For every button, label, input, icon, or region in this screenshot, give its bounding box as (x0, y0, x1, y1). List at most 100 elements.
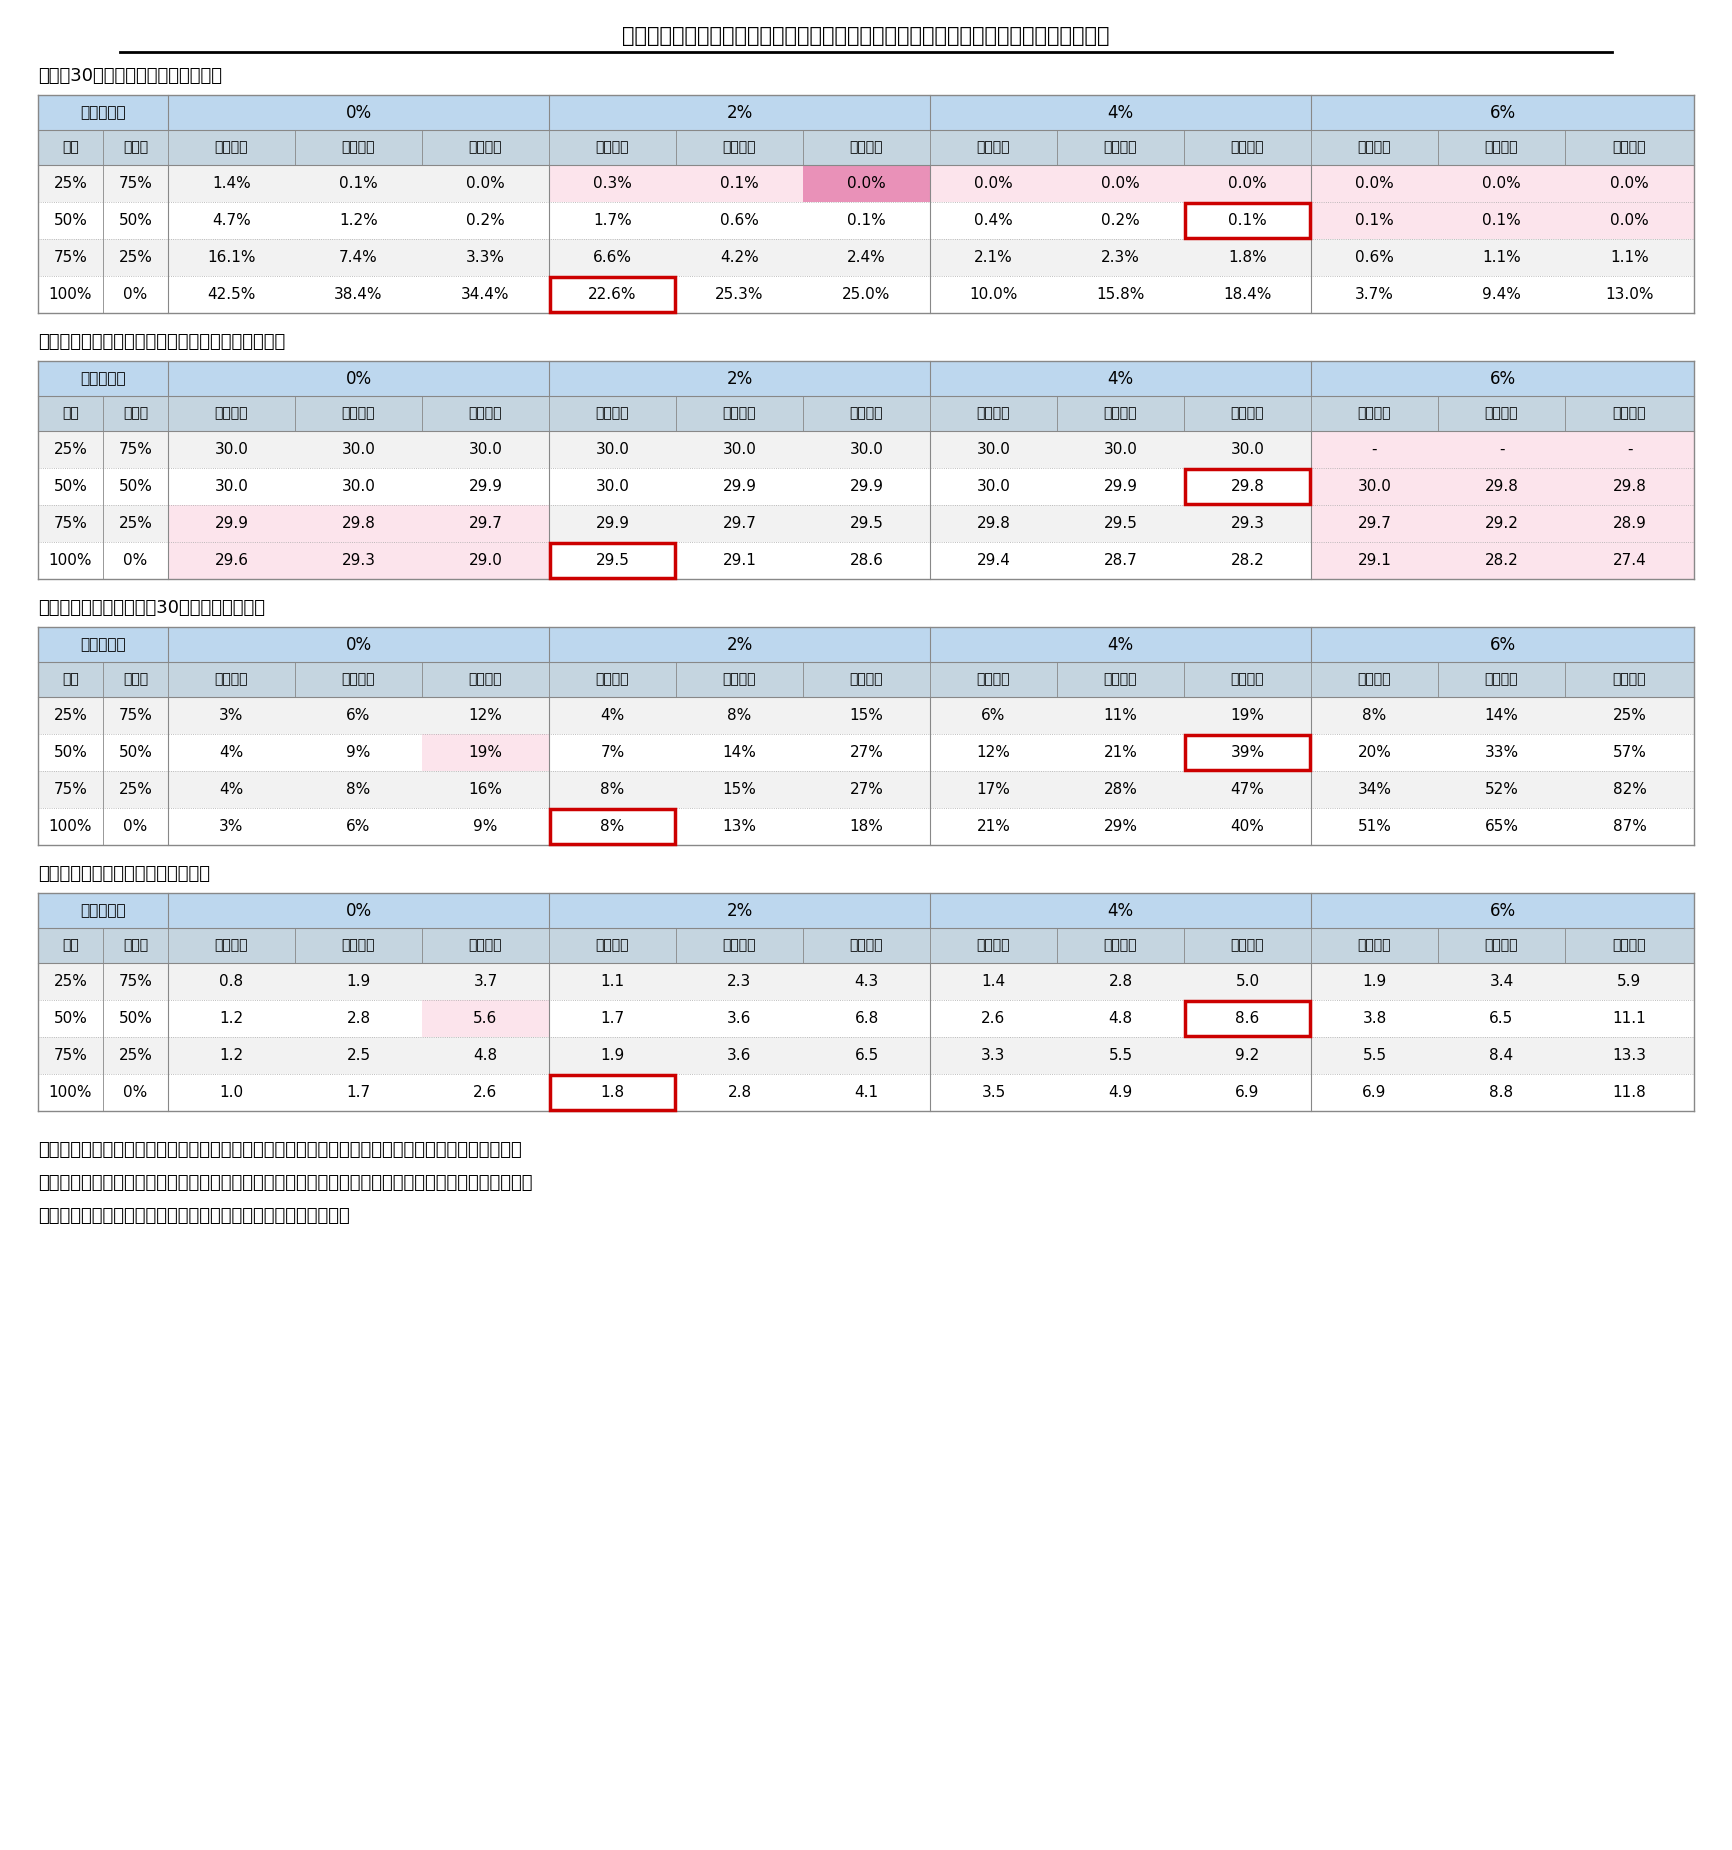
Text: 12%: 12% (469, 709, 502, 723)
Text: 57%: 57% (1612, 746, 1647, 760)
Text: 8.6: 8.6 (1235, 1010, 1259, 1027)
Text: 高リスク: 高リスク (1612, 938, 1645, 953)
Text: 低リスク: 低リスク (1358, 407, 1391, 420)
Bar (38, 276, 1694, 313)
Text: 0.1%: 0.1% (339, 176, 378, 191)
Text: 0%: 0% (123, 820, 147, 834)
Text: 株式: 株式 (62, 938, 80, 953)
Text: 20%: 20% (1358, 746, 1391, 760)
Text: 75%: 75% (118, 973, 152, 990)
Bar (168, 662, 294, 697)
Text: 高リスク: 高リスク (1231, 673, 1264, 686)
Text: 中リスク: 中リスク (1484, 673, 1519, 686)
Text: 28.7: 28.7 (1103, 553, 1138, 568)
Text: 1.9: 1.9 (346, 973, 371, 990)
Text: 2.6: 2.6 (982, 1010, 1006, 1027)
Text: 25.3%: 25.3% (715, 287, 764, 302)
Bar (549, 130, 675, 165)
Bar (675, 130, 804, 165)
Text: 5.6: 5.6 (473, 1010, 497, 1027)
Text: 29.9: 29.9 (468, 479, 502, 494)
Text: 75%: 75% (118, 442, 152, 457)
Text: 50%: 50% (54, 479, 87, 494)
Text: 率が低い資産を選んで「リバランス法」を実践する必要はない。: 率が低い資産を選んで「リバランス法」を実践する必要はない。 (38, 1206, 350, 1225)
Text: 29.2: 29.2 (1484, 516, 1519, 531)
Text: 29.5: 29.5 (596, 553, 629, 568)
Bar (38, 94, 168, 130)
Text: 3.6: 3.6 (727, 1047, 752, 1064)
Bar (168, 542, 294, 579)
Bar (102, 662, 168, 697)
Bar (1185, 165, 1311, 202)
Text: 0.0%: 0.0% (1611, 176, 1649, 191)
Text: 25%: 25% (54, 973, 87, 990)
Bar (38, 1038, 1694, 1075)
Text: 2%: 2% (726, 636, 753, 653)
Bar (549, 94, 930, 130)
Bar (1438, 542, 1566, 579)
Text: 6.9: 6.9 (1363, 1084, 1387, 1101)
Text: 15.8%: 15.8% (1096, 287, 1145, 302)
Text: 3%: 3% (220, 820, 244, 834)
Text: 6.5: 6.5 (1490, 1010, 1514, 1027)
Text: 29.8: 29.8 (1612, 479, 1647, 494)
Text: 0.4%: 0.4% (973, 213, 1013, 228)
Text: 低リスク: 低リスク (596, 407, 629, 420)
Bar (1311, 662, 1438, 697)
Bar (804, 130, 930, 165)
Bar (1438, 505, 1566, 542)
Text: 29.6: 29.6 (215, 553, 248, 568)
Bar (38, 808, 1694, 845)
Text: 25.0%: 25.0% (842, 287, 890, 302)
Text: 13.0%: 13.0% (1606, 287, 1654, 302)
Text: 中リスク: 中リスク (1103, 407, 1138, 420)
Bar (1311, 431, 1438, 468)
Bar (930, 627, 1311, 662)
Text: 100%: 100% (48, 1084, 92, 1101)
Text: 0.6%: 0.6% (1354, 250, 1394, 265)
Text: 8.4: 8.4 (1490, 1047, 1514, 1064)
Text: 低リスク: 低リスク (596, 141, 629, 155)
Text: 高リスク: 高リスク (469, 938, 502, 953)
Bar (1438, 202, 1566, 239)
Bar (423, 505, 549, 542)
Text: 4.2%: 4.2% (721, 250, 759, 265)
Bar (1566, 202, 1694, 239)
Text: 29.7: 29.7 (469, 516, 502, 531)
Text: 3.6: 3.6 (727, 1010, 752, 1027)
Text: 6%: 6% (346, 820, 371, 834)
Text: 18%: 18% (850, 820, 883, 834)
Text: 27.4: 27.4 (1612, 553, 1647, 568)
Text: 18.4%: 18.4% (1223, 287, 1271, 302)
Text: 4%: 4% (1107, 636, 1133, 653)
Text: 高リスク: 高リスク (469, 673, 502, 686)
Bar (294, 505, 423, 542)
Text: 0.8: 0.8 (220, 973, 244, 990)
Text: 1.1%: 1.1% (1483, 250, 1521, 265)
Text: 29.0: 29.0 (469, 553, 502, 568)
Bar (38, 894, 1694, 1112)
Text: 1.4%: 1.4% (211, 176, 251, 191)
Bar (930, 165, 1057, 202)
Bar (38, 130, 102, 165)
Text: 預貯金: 預貯金 (123, 673, 147, 686)
Bar (1566, 542, 1694, 579)
Text: 7%: 7% (601, 746, 625, 760)
Text: 2.1%: 2.1% (973, 250, 1013, 265)
Text: 5.0: 5.0 (1235, 973, 1259, 990)
Text: 中リスク: 中リスク (1103, 141, 1138, 155)
Bar (1566, 468, 1694, 505)
Text: 4.3: 4.3 (854, 973, 878, 990)
Text: 75%: 75% (54, 516, 87, 531)
Bar (804, 165, 930, 202)
Text: （１）30年内に資産が枯渇する確率: （１）30年内に資産が枯渇する確率 (38, 67, 222, 85)
Bar (551, 278, 675, 313)
Text: 75%: 75% (118, 709, 152, 723)
Bar (1057, 662, 1185, 697)
Text: 21%: 21% (1103, 746, 1138, 760)
Text: 9.4%: 9.4% (1483, 287, 1521, 302)
Text: 1.4: 1.4 (982, 973, 1006, 990)
Bar (1566, 662, 1694, 697)
Bar (1185, 130, 1311, 165)
Text: 75%: 75% (118, 176, 152, 191)
